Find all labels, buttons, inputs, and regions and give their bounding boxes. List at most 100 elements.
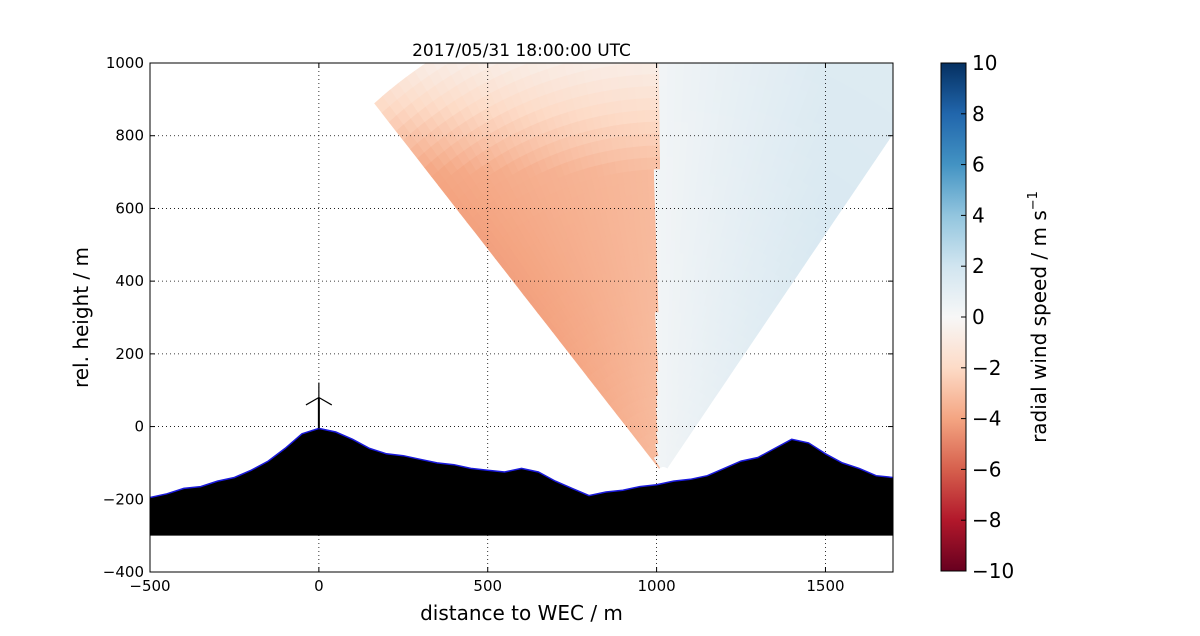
scan-cell (608, 0, 619, 6)
scan-cell (562, 13, 574, 27)
scan-cell (640, 169, 649, 183)
scan-cell (773, 6, 785, 20)
scan-cell (660, 275, 666, 289)
scan-cell (728, 44, 739, 57)
scan-cell (636, 109, 646, 123)
scan-cell (531, 9, 544, 23)
scan-cell (797, 26, 810, 41)
scan-cell (574, 22, 585, 36)
scan-cell (694, 27, 704, 40)
scan-cell (703, 28, 713, 41)
y-axis-ticks: −400 −200 0 200 400 600 800 1000 (103, 54, 893, 581)
scan-cell (674, 73, 684, 87)
scan-cell (680, 109, 690, 123)
scan-cell (658, 73, 668, 86)
scan-cell (823, 63, 837, 78)
scan-cell (670, 216, 677, 230)
scan-cell (665, 192, 672, 206)
scan-cell (761, 63, 772, 67)
scan-cell (664, 263, 670, 277)
scan-cell (894, 106, 908, 121)
scan-cell (664, 251, 671, 265)
scan-cell (676, 26, 686, 38)
scan-cell (658, 26, 667, 38)
scan-cell (654, 204, 661, 218)
scan-cell (782, 8, 795, 22)
axes-frame (149, 62, 894, 573)
scan-cell (660, 287, 666, 301)
scan-cell (660, 251, 666, 265)
scan-cell (512, 15, 525, 30)
scan-cell (815, 63, 829, 75)
scan-cell (705, 4, 716, 17)
scan-cell (559, 1, 571, 15)
y-tick-label: 400 (115, 272, 144, 290)
scan-cell (649, 63, 659, 75)
scan-cell (633, 73, 644, 88)
scan-cell (640, 26, 650, 38)
scan-cell (905, 71, 919, 87)
scan-cell (660, 299, 666, 313)
scan-cell (702, 40, 712, 53)
scan-cell (638, 3, 648, 15)
scan-cell (564, 24, 576, 38)
scan-cell (731, 20, 742, 33)
scan-cell (675, 50, 684, 62)
scan-cell (681, 85, 691, 99)
scan-cell (646, 156, 654, 170)
scan-cell (678, 145, 687, 159)
scan-cell (502, 19, 515, 34)
scan-cell (694, 110, 705, 125)
scan-cell (725, 63, 736, 70)
scan-cell (742, 10, 754, 24)
scan-cell (770, 17, 782, 31)
scan-cell (899, 80, 913, 96)
scan-cell (717, 63, 727, 68)
scan-cell (675, 204, 683, 218)
scan-cell (631, 39, 641, 52)
scan-cell (750, 63, 763, 76)
scan-cell (672, 121, 682, 135)
scan-cell (624, 63, 635, 77)
scan-cell (652, 144, 660, 158)
scan-cell (659, 180, 667, 193)
scan-cell (611, 17, 622, 30)
scan-cell (639, 14, 649, 26)
scan-cell (672, 132, 681, 146)
scan-cell (786, 63, 800, 75)
colorbar-ticks: −10 −8 −6 −4 −2 0 2 4 6 8 10 (961, 51, 1014, 583)
scan-cell (769, 63, 781, 69)
scan-cell (765, 40, 777, 54)
radial-wind-field (374, 0, 919, 469)
scan-cell (763, 3, 775, 17)
scan-cell (651, 132, 660, 146)
scan-cell (679, 121, 689, 135)
scan-cell (674, 240, 681, 254)
scan-cell (374, 96, 390, 113)
scan-cell (669, 228, 676, 242)
scan-cell (794, 37, 806, 52)
scan-cell (747, 36, 758, 50)
scan-cell (691, 63, 702, 65)
y-axis-label: rel. height / m (69, 247, 93, 388)
scan-cell (844, 63, 859, 76)
scan-cell (525, 23, 538, 38)
scan-cell (665, 132, 674, 146)
scan-cell (612, 28, 622, 41)
scan-cell (682, 181, 691, 195)
scan-cell (648, 204, 656, 218)
scan-cell (647, 180, 655, 194)
scan-cell (706, 0, 717, 6)
colorbar: −10 −8 −6 −4 −2 0 2 4 6 8 10 radial wind speed / m… (940, 51, 1051, 583)
colorbar-tick-label: −6 (972, 457, 1001, 481)
scan-cell (664, 299, 669, 313)
scan-cell (569, 0, 581, 13)
scan-cell (638, 145, 647, 159)
scan-cell (673, 109, 682, 123)
scan-cell (683, 169, 692, 183)
scan-cell (671, 156, 680, 170)
scan-cell (693, 39, 703, 52)
scan-cell (664, 335, 668, 348)
scan-cell (667, 14, 677, 26)
colorbar-tick-label: 4 (972, 203, 985, 227)
